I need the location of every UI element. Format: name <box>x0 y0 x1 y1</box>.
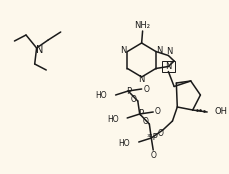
Text: OH: OH <box>215 108 228 117</box>
Text: O: O <box>155 108 161 117</box>
Text: O: O <box>150 151 156 160</box>
Text: O: O <box>131 94 137 104</box>
Text: P: P <box>127 86 132 96</box>
Text: HO: HO <box>107 114 119 124</box>
Text: HO: HO <box>95 92 107 101</box>
Text: P: P <box>138 109 143 118</box>
Text: N: N <box>165 62 172 71</box>
Text: O: O <box>143 117 148 126</box>
Text: N: N <box>166 47 172 56</box>
Text: HO: HO <box>118 139 130 148</box>
Text: NH₂: NH₂ <box>135 21 151 30</box>
Text: N: N <box>156 46 163 55</box>
Text: O: O <box>158 129 164 137</box>
Text: ³²P: ³²P <box>146 133 158 143</box>
Text: N: N <box>139 76 145 85</box>
Text: O: O <box>144 85 149 93</box>
Text: N: N <box>120 46 127 55</box>
Text: N: N <box>36 45 43 55</box>
